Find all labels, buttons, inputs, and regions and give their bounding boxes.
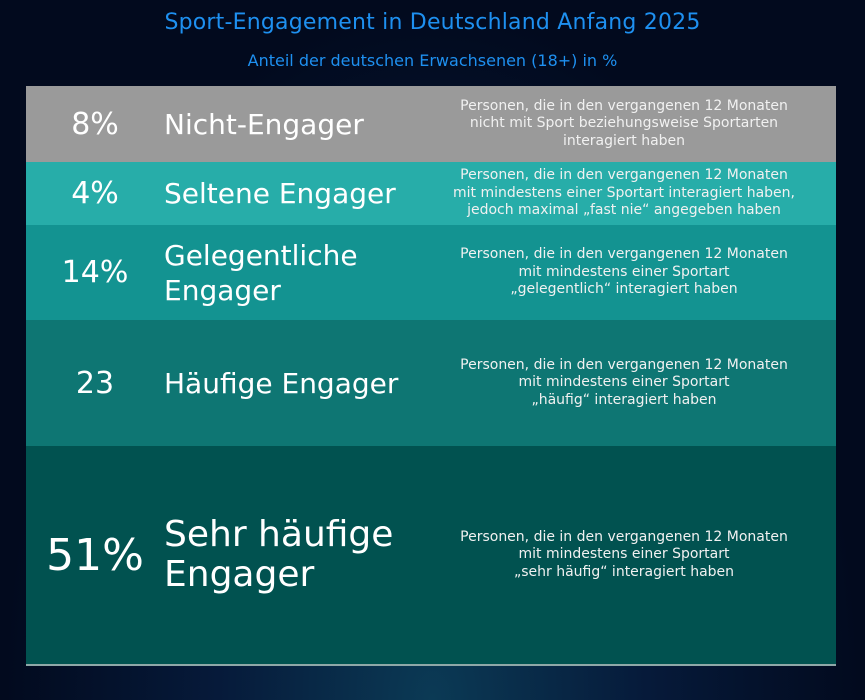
table-row-gelegentliche-engager: 14% Gelegentliche Engager Personen, die …	[26, 225, 836, 320]
description-line: „sehr häufig“ interagiert haben	[513, 563, 735, 580]
description-line: Personen, die in den vergangenen 12 Mona…	[460, 167, 788, 184]
category-label: Sehr häufige Engager	[164, 514, 394, 595]
value-label: 8%	[71, 106, 119, 142]
chart-title: Sport-Engagement in Deutschland Anfang 2…	[164, 10, 701, 35]
table-row-haeufige-engager: 23 Häufige Engager Personen, die in den …	[26, 320, 836, 446]
description-line: mit mindestens einer Sportart	[518, 263, 730, 280]
description: Personen, die in den vergangenen 12 Mona…	[424, 357, 836, 410]
description: Personen, die in den vergangenen 12 Mona…	[424, 246, 836, 299]
description: Personen, die in den vergangenen 12 Mona…	[424, 98, 836, 151]
description-line: jedoch maximal „fast nie“ angegeben habe…	[467, 202, 781, 219]
description-line: „häufig“ interagiert haben	[531, 391, 717, 408]
value-label: 4%	[71, 176, 119, 211]
description-line: mit mindestens einer Sportart	[518, 374, 730, 391]
description-line: mit mindestens einer Sportart	[518, 546, 730, 563]
description-line: Personen, die in den vergangenen 12 Mona…	[460, 528, 788, 545]
description-line: Personen, die in den vergangenen 12 Mona…	[460, 246, 788, 263]
value-label: 51%	[46, 529, 144, 581]
description-line: mit mindestens einer Sportart interagier…	[453, 184, 795, 201]
chart-subtitle: Anteil der deutschen Erwachsenen (18+) i…	[247, 51, 618, 70]
table-row-sehr-haeufige-engager: 51% Sehr häufige Engager Personen, die i…	[26, 446, 836, 664]
engagement-table: 8% Nicht-Engager Personen, die in den ve…	[26, 86, 836, 666]
value-label: 23	[75, 365, 115, 401]
category-label: Nicht-Engager	[164, 107, 364, 141]
description: Personen, die in den vergangenen 12 Mona…	[424, 529, 836, 582]
category-label: Häufige Engager	[164, 366, 399, 400]
description-line: Personen, die in den vergangenen 12 Mona…	[460, 97, 788, 114]
description-line: interagiert haben	[562, 132, 686, 149]
table-row-nicht-engager: 8% Nicht-Engager Personen, die in den ve…	[26, 86, 836, 162]
category-label: Gelegentliche Engager	[164, 238, 358, 307]
value-label: 14%	[61, 255, 129, 290]
description-line: „gelegentlich“ interagiert haben	[510, 281, 738, 298]
description-line: nicht mit Sport beziehungsweise Sportart…	[469, 115, 779, 132]
category-label: Seltene Engager	[164, 177, 396, 210]
description: Personen, die in den vergangenen 12 Mona…	[424, 167, 836, 220]
description-line: Personen, die in den vergangenen 12 Mona…	[460, 356, 788, 373]
table-row-seltene-engager: 4% Seltene Engager Personen, die in den …	[26, 162, 836, 225]
